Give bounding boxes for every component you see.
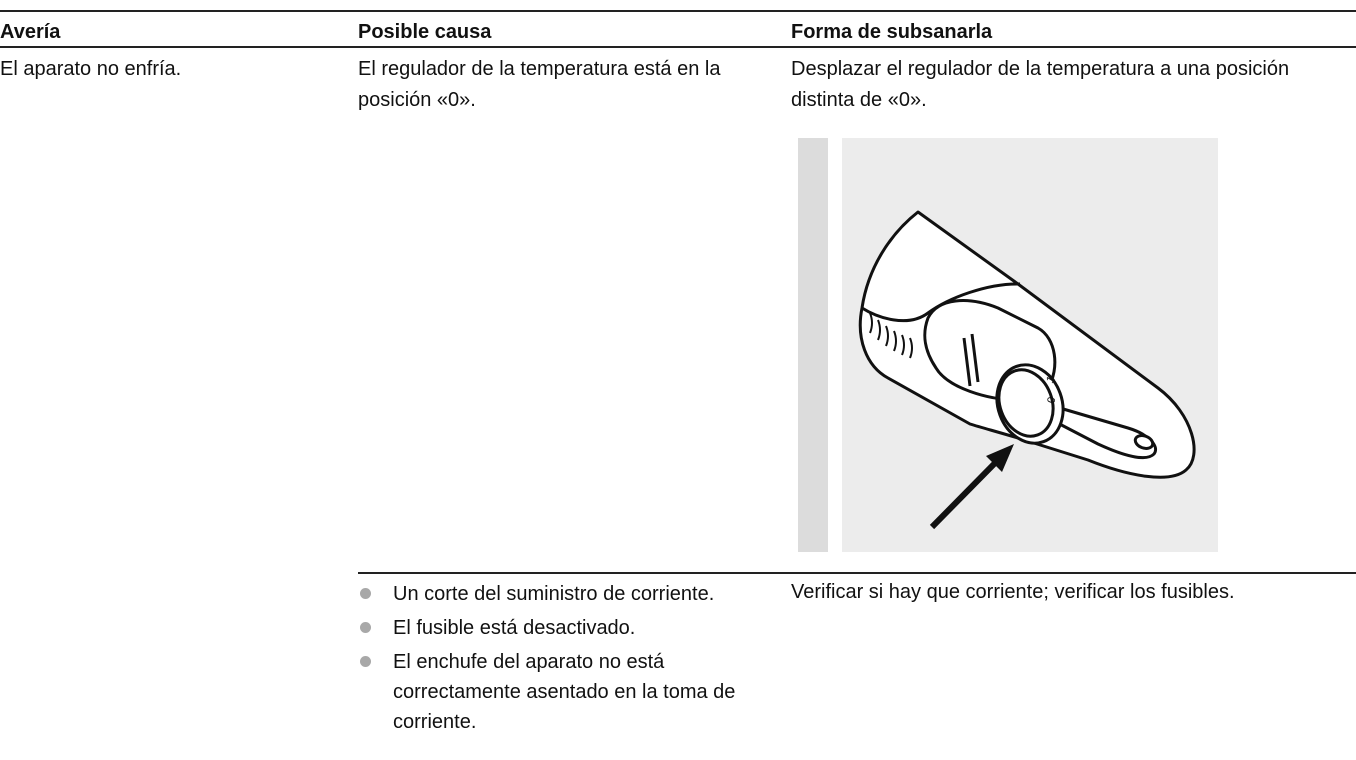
dial-label: 0 [1045,396,1058,405]
fault-cell: El aparato no enfría. [0,58,182,80]
cause-cell: El regulador de la temperatura está en l… [358,58,721,111]
header-cell: Posible causa [358,21,492,43]
header-rule [0,46,1356,48]
dial-label: 1 [1044,374,1057,385]
remedy-cell: Desplazar el regulador de la temperatura… [791,58,1290,111]
top-rule [0,10,1356,12]
cause-item: El fusible está desactivado. [358,613,788,643]
cause-list: Un corte del suministro de corriente. El… [358,579,788,741]
cause-item: Un corte del suministro de corriente. [358,579,788,609]
remedy-cell: Verificar si hay que corriente; verifica… [791,581,1235,603]
header-cell: Avería [0,21,61,43]
row-rule [358,572,1356,574]
illustration: 1 0 [798,138,1218,552]
cause-item: El enchufe del aparato no está correctam… [358,647,788,737]
header-cell: Forma de subsanarla [791,21,993,43]
